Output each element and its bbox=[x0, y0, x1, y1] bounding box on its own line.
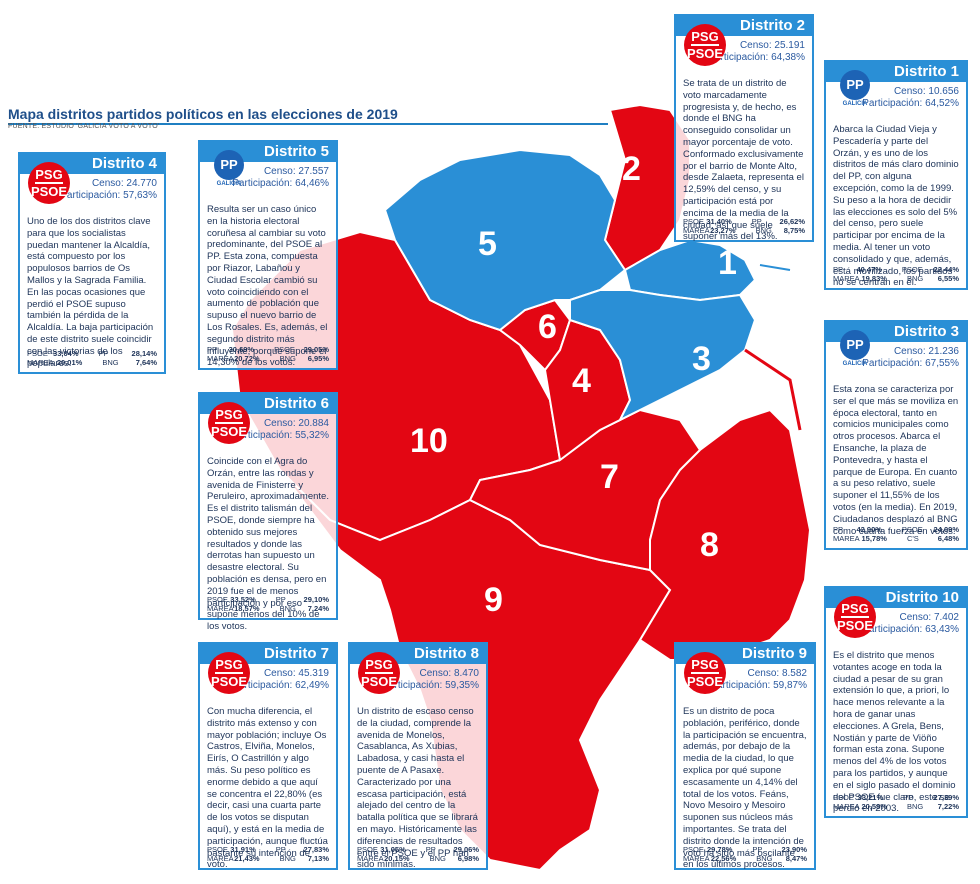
district-number-5: 5 bbox=[478, 225, 497, 263]
pp-logo: PP GALICIA bbox=[834, 330, 876, 372]
card-body: Un distrito de escaso censo de la ciudad… bbox=[357, 706, 478, 871]
card-body: Coincide con el Agra do Orzán, entre las… bbox=[207, 456, 329, 633]
participacion: Participación: 64,46% bbox=[232, 178, 329, 189]
censo: Censo: 27.557 bbox=[263, 166, 329, 177]
censo: Censo: 8.470 bbox=[419, 668, 480, 679]
district-number-9: 9 bbox=[484, 581, 503, 619]
card-distrito-4: PSG PSOE Distrito 4 Censo: 24.770 Particip… bbox=[18, 152, 166, 374]
district-number-1: 1 bbox=[718, 244, 737, 282]
card-distrito-10: PSG PSOE Distrito 10 Censo: 7.402 Particip… bbox=[824, 586, 968, 818]
card-body: Esta zona se caracteriza por ser el que … bbox=[833, 384, 959, 537]
card-distrito-3: PP GALICIA Distrito 3 Censo: 21.236 Partic… bbox=[824, 320, 968, 550]
results: PSOE 31,40% PP 26,62% MAREA 23,27% BNG 8,75% bbox=[683, 217, 805, 235]
coast-line bbox=[744, 348, 802, 431]
card-distrito-8: PSG PSOE Distrito 8 Censo: 8.470 Participa… bbox=[348, 642, 488, 870]
participacion: Participación: 59,87% bbox=[710, 680, 807, 691]
censo: Censo: 8.582 bbox=[747, 668, 808, 679]
censo: Censo: 21.236 bbox=[893, 346, 959, 357]
censo: Censo: 7.402 bbox=[899, 612, 960, 623]
pp-logo: PP GALICIA bbox=[208, 150, 250, 192]
map-source: FUENTE: ESTUDIO 'GALICIA VOTO A VOTO' bbox=[8, 123, 160, 130]
card-distrito-9: PSG PSOE Distrito 9 Censo: 8.582 Participa… bbox=[674, 642, 816, 870]
psoe-logo: PSG PSOE bbox=[208, 652, 250, 694]
pp-logo: PP GALICIA bbox=[834, 70, 876, 112]
psoe-logo: PSG PSOE bbox=[684, 652, 726, 694]
card-body: Resulta ser un caso único en la historia… bbox=[207, 204, 328, 369]
participacion: Participación: 62,49% bbox=[232, 680, 329, 691]
card-distrito-1: PP GALICIA Distrito 1 Censo: 10.656 Partic… bbox=[824, 60, 968, 290]
card-distrito-6: PSG PSOE Distrito 6 Censo: 20.884 Particip… bbox=[198, 392, 338, 632]
participacion: Participación: 64,52% bbox=[862, 98, 959, 109]
results: PSOE 29,78% PP 23,90% MAREA 22,56% BNG 8,47% bbox=[683, 845, 807, 863]
card-body: Con mucha diferencia, el distrito más ex… bbox=[207, 706, 328, 871]
psoe-logo: PSG PSOE bbox=[684, 24, 726, 66]
map-title: Mapa distritos partidos políticos en las… bbox=[8, 106, 608, 125]
card-body: Uno de los dos distritos clave para que … bbox=[27, 216, 154, 369]
results: PP 30,69% PSOE 29,05% MAREA 20,72% BNG 6,95% bbox=[207, 345, 329, 363]
psoe-logo: PSG PSOE bbox=[28, 162, 70, 204]
district-number-3: 3 bbox=[692, 340, 711, 378]
censo: Censo: 10.656 bbox=[893, 86, 959, 97]
participacion: Participación: 67,55% bbox=[862, 358, 959, 369]
results: PSOE 33,52% PP 29,10% MAREA 18,57% BNG 7,24% bbox=[207, 595, 329, 613]
results: PSOE 31,05% PP 29,06% MAREA 20,15% BNG 6,98% bbox=[357, 845, 479, 863]
district-number-6: 6 bbox=[538, 308, 557, 346]
district-8-area[interactable] bbox=[638, 408, 812, 661]
district-number-4: 4 bbox=[572, 362, 591, 400]
participacion: Participación: 55,32% bbox=[232, 430, 329, 441]
censo: Censo: 20.884 bbox=[263, 418, 329, 429]
card-body: Es el distrito que menos votantes acoge … bbox=[833, 650, 956, 815]
card-body: Se trata de un distrito de voto marcadam… bbox=[683, 78, 804, 243]
censo: Censo: 45.319 bbox=[263, 668, 329, 679]
results: PP 40,47% PSOE 22,44% MAREA 19,83% BNG 6,55% bbox=[833, 265, 959, 283]
psoe-logo: PSG PSOE bbox=[834, 596, 876, 638]
card-body: Es un distrito de poca población, perifé… bbox=[683, 706, 807, 871]
district-number-10: 10 bbox=[410, 422, 448, 460]
participacion: Participación: 64,38% bbox=[708, 52, 805, 63]
participacion: Participación: 57,63% bbox=[60, 190, 157, 201]
censo: Censo: 25.191 bbox=[739, 40, 805, 51]
card-distrito-5: PP GALICIA Distrito 5 Censo: 27.557 Partic… bbox=[198, 140, 338, 370]
port-line bbox=[759, 264, 791, 271]
participacion: Participación: 63,43% bbox=[862, 624, 959, 635]
district-2-area[interactable] bbox=[603, 103, 691, 272]
district-5-area[interactable] bbox=[383, 148, 627, 332]
card-distrito-2: PSG PSOE Distrito 2 Censo: 25.191 Particip… bbox=[674, 14, 814, 242]
psoe-logo: PSG PSOE bbox=[358, 652, 400, 694]
participacion: Participación: 59,35% bbox=[382, 680, 479, 691]
district-3-area[interactable] bbox=[569, 289, 757, 423]
district-number-7: 7 bbox=[600, 458, 619, 496]
card-distrito-7: PSG PSOE Distrito 7 Censo: 45.319 Particip… bbox=[198, 642, 338, 870]
results: PP 42,90% PSOE 24,09% MAREA 15,78% C'S 6,48% bbox=[833, 525, 959, 543]
results: PSOE 33,21% PP 27,39% MAREA 20,58% BNG 7,22% bbox=[833, 793, 959, 811]
censo: Censo: 24.770 bbox=[91, 178, 157, 189]
results: PSOE 33,04% PP 28,14% MAREA 20.01% BNG 7,64% bbox=[27, 349, 157, 367]
district-number-8: 8 bbox=[700, 526, 719, 564]
results: PSOE 31,91% PP 27,83% MAREA 21,43% BNG 7,13% bbox=[207, 845, 329, 863]
card-body: Abarca la Ciudad Vieja y Pescadería y pa… bbox=[833, 124, 959, 289]
psoe-logo: PSG PSOE bbox=[208, 402, 250, 444]
district-number-2: 2 bbox=[622, 150, 641, 188]
